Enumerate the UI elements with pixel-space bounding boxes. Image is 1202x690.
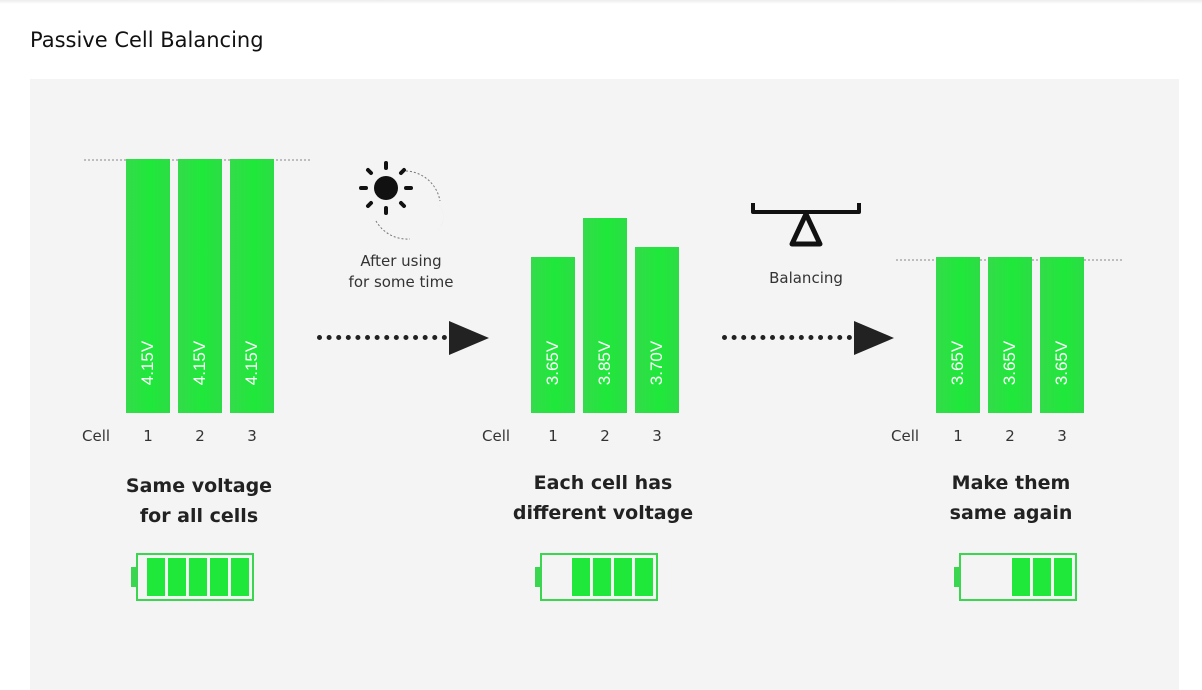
- battery-icon: [954, 553, 1077, 601]
- cell-bar-1: 3.65V: [936, 257, 980, 413]
- cell-number: 1: [143, 427, 153, 445]
- cell-voltage-label: 3.65V: [1000, 340, 1019, 386]
- cell-bar-3: 4.15V: [230, 159, 274, 413]
- cell-number: 3: [1057, 427, 1067, 445]
- cell-voltage-label: 3.65V: [1052, 340, 1071, 386]
- caption-line: for all cells: [139, 505, 259, 527]
- caption-line: Each cell has: [533, 472, 673, 494]
- top-divider: [0, 0, 1202, 4]
- cell-bar-1: 4.15V: [126, 159, 170, 413]
- battery-segment: [168, 558, 186, 596]
- caption-line: same again: [949, 502, 1073, 524]
- caption-line: Make them: [951, 472, 1071, 494]
- cell-bar-2: 3.85V: [583, 217, 627, 413]
- page-title: Passive Cell Balancing: [30, 28, 264, 52]
- arrow-head: [854, 321, 894, 355]
- transition-label: Balancing: [736, 268, 876, 289]
- battery-icon: [535, 553, 658, 601]
- sun-moon-icon: [359, 161, 444, 240]
- cell-voltage-label: 3.85V: [595, 340, 614, 386]
- cell-voltage-label: 3.70V: [647, 340, 666, 386]
- dotted-arrow: [317, 321, 489, 355]
- diagram-panel: 4.15V 4.15V 4.15V Cell 1 2 3 Same voltag…: [30, 79, 1179, 690]
- cell-bar-3: 3.70V: [635, 247, 679, 413]
- cell-number: 2: [600, 427, 610, 445]
- battery-segment: [231, 558, 249, 596]
- transition-label: After using for some time: [331, 251, 471, 293]
- transition-line: for some time: [348, 273, 454, 291]
- transition-line: After using: [360, 252, 442, 270]
- cell-bar-3: 3.65V: [1040, 257, 1084, 413]
- caption-line: Same voltage: [125, 475, 273, 497]
- arrow-shaft: [722, 335, 852, 340]
- cell-number: 1: [548, 427, 558, 445]
- battery-segment: [1033, 558, 1051, 596]
- cell-axis-label: Cell: [82, 427, 111, 445]
- cell-bar-1: 3.65V: [531, 257, 575, 413]
- stage-caption: Each cell has different voltage: [473, 468, 733, 528]
- battery-terminal: [535, 567, 540, 587]
- battery-icon: [131, 553, 254, 601]
- battery-segment: [614, 558, 632, 596]
- cell-number: 2: [195, 427, 205, 445]
- cell-number: 1: [953, 427, 963, 445]
- cell-axis-label: Cell: [891, 427, 920, 445]
- battery-segment: [210, 558, 228, 596]
- cell-number: 2: [1005, 427, 1015, 445]
- caption-line: different voltage: [512, 502, 694, 524]
- battery-segment: [189, 558, 207, 596]
- cell-voltage-label: 4.15V: [242, 340, 261, 386]
- battery-charge-segments: [572, 558, 653, 596]
- battery-segment: [635, 558, 653, 596]
- cell-voltage-label: 3.65V: [948, 340, 967, 386]
- battery-terminal: [954, 567, 959, 587]
- stage-caption: Make them same again: [881, 468, 1141, 528]
- cell-voltage-label: 3.65V: [543, 340, 562, 386]
- scale-icon: [751, 203, 861, 247]
- stage-caption: Same voltage for all cells: [69, 471, 329, 531]
- battery-segment: [1012, 558, 1030, 596]
- cell-bar-2: 3.65V: [988, 257, 1032, 413]
- battery-segment: [1054, 558, 1072, 596]
- cell-voltage-label: 4.15V: [190, 340, 209, 386]
- cell-voltage-label: 4.15V: [138, 340, 157, 386]
- battery-segment: [572, 558, 590, 596]
- battery-segment: [147, 558, 165, 596]
- arrow-head: [449, 321, 489, 355]
- transition-line: Balancing: [769, 269, 843, 287]
- arrow-shaft: [317, 335, 447, 340]
- cell-number: 3: [247, 427, 257, 445]
- battery-charge-segments: [147, 558, 249, 596]
- cell-bar-2: 4.15V: [178, 159, 222, 413]
- battery-charge-segments: [1012, 558, 1072, 596]
- cell-axis-label: Cell: [482, 427, 511, 445]
- battery-terminal: [131, 567, 136, 587]
- cell-number: 3: [652, 427, 662, 445]
- dotted-arrow: [722, 321, 894, 355]
- battery-segment: [593, 558, 611, 596]
